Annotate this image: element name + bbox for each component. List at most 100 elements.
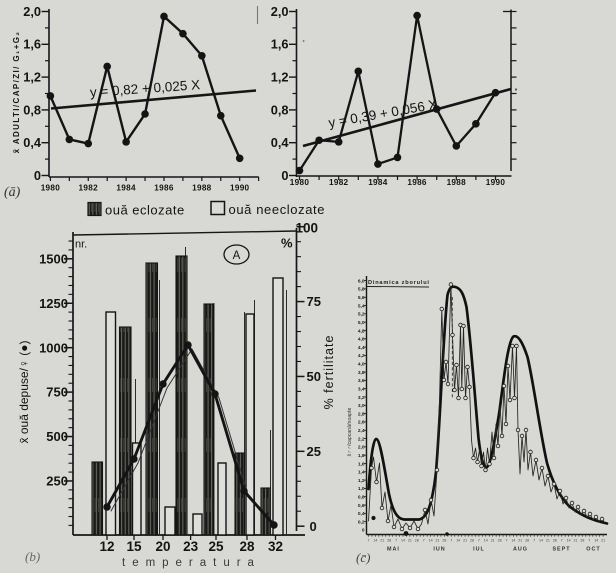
svg-text:100: 100 [296, 221, 319, 236]
svg-text:750: 750 [46, 385, 68, 400]
svg-text:2,8: 2,8 [358, 411, 365, 417]
svg-text:x̄ ADULTI/CAP/ZI/ G₁+G₂: x̄ ADULTI/CAP/ZI/ G₁+G₂ [12, 31, 21, 154]
svg-text:SEPT: SEPT [552, 547, 570, 553]
svg-text:A: A [233, 250, 241, 262]
svg-text:500: 500 [46, 429, 68, 444]
svg-text:1988: 1988 [192, 184, 212, 193]
svg-text:28: 28 [580, 539, 584, 543]
svg-text:1,6: 1,6 [271, 37, 289, 52]
svg-text:20: 20 [155, 539, 170, 554]
svg-text:3,8: 3,8 [358, 370, 365, 376]
svg-text:1,2: 1,2 [23, 70, 41, 85]
svg-text:2,4: 2,4 [358, 428, 365, 434]
svg-text:2,2: 2,2 [358, 436, 365, 442]
svg-text:OCT: OCT [586, 547, 600, 553]
svg-text:ouă neeclozate: ouă neeclozate [229, 202, 326, 217]
svg-text:25: 25 [208, 539, 224, 554]
svg-text:5,8: 5,8 [358, 287, 365, 293]
svg-text:28: 28 [525, 539, 529, 543]
svg-text:0,4: 0,4 [23, 135, 42, 150]
svg-text:28: 28 [470, 539, 474, 543]
svg-text:14: 14 [511, 539, 515, 543]
svg-text:6,0: 6,0 [358, 278, 365, 284]
svg-text:21: 21 [436, 539, 440, 543]
svg-text:0: 0 [34, 168, 41, 183]
svg-text:MAI: MAI [387, 547, 400, 553]
svg-text:0: 0 [362, 528, 365, 534]
svg-text:14: 14 [539, 539, 543, 543]
svg-text:%: % [281, 236, 293, 251]
svg-text:1000: 1000 [39, 340, 68, 355]
svg-text:3,4: 3,4 [358, 386, 365, 392]
svg-text:21: 21 [601, 539, 605, 543]
svg-text:0,8: 0,8 [358, 495, 365, 501]
svg-text:50: 50 [307, 369, 321, 384]
svg-text:25: 25 [307, 444, 321, 459]
svg-text:% fertilitate: % fertilitate [322, 335, 336, 410]
svg-text:12: 12 [99, 539, 114, 554]
svg-text:1,2: 1,2 [271, 70, 289, 85]
svg-text:x̄ ouă depuse/♀ (●): x̄ ouă depuse/♀ (●) [17, 341, 31, 444]
svg-text:7: 7 [423, 539, 425, 543]
svg-text:3,6: 3,6 [358, 378, 365, 384]
svg-text:0: 0 [310, 519, 317, 534]
svg-text:14: 14 [484, 539, 488, 543]
svg-text:x̄♂♂/capcană/noapte: x̄♂♂/capcană/noapte [347, 408, 353, 457]
svg-text:ouă eclozate: ouă eclozate [105, 203, 185, 218]
svg-text:1990: 1990 [486, 178, 506, 187]
svg-text:250: 250 [46, 474, 68, 489]
svg-text:1250: 1250 [39, 296, 68, 311]
svg-text:1,0: 1,0 [358, 486, 365, 492]
svg-text:IUN: IUN [433, 547, 445, 553]
svg-text:7: 7 [395, 539, 397, 543]
svg-text:7: 7 [368, 539, 370, 543]
svg-text:28: 28 [415, 539, 419, 543]
svg-text:2,6: 2,6 [358, 420, 365, 426]
svg-text:21: 21 [574, 539, 578, 543]
svg-text:4,6: 4,6 [358, 337, 365, 343]
svg-text:7: 7 [561, 539, 563, 543]
svg-text:7: 7 [450, 539, 452, 543]
svg-text:1986: 1986 [407, 178, 427, 187]
svg-text:4,0: 4,0 [358, 362, 365, 368]
svg-text:14: 14 [594, 539, 598, 543]
svg-text:23: 23 [183, 539, 199, 554]
svg-text:14: 14 [401, 539, 405, 543]
svg-text:(c̄): (c̄) [356, 550, 370, 565]
svg-text:21: 21 [408, 539, 412, 543]
svg-text:2,0: 2,0 [23, 4, 41, 19]
svg-text:0,4: 0,4 [271, 135, 290, 150]
svg-text:4,2: 4,2 [358, 353, 365, 359]
svg-text:1,4: 1,4 [358, 470, 365, 476]
svg-text:5,6: 5,6 [358, 295, 365, 301]
svg-text:0: 0 [281, 168, 288, 183]
svg-text:1,6: 1,6 [23, 37, 41, 52]
svg-text:1984: 1984 [116, 184, 136, 193]
svg-text:1,2: 1,2 [358, 478, 365, 484]
svg-text:1980: 1980 [290, 178, 310, 187]
svg-text:5,4: 5,4 [358, 303, 365, 309]
svg-text:32: 32 [268, 539, 283, 554]
svg-text:1984: 1984 [368, 178, 388, 187]
svg-text:0,8: 0,8 [23, 102, 41, 117]
svg-text:7: 7 [506, 539, 508, 543]
svg-text:1982: 1982 [329, 178, 349, 187]
svg-text:2,0: 2,0 [358, 445, 365, 451]
svg-text:4,4: 4,4 [358, 345, 365, 351]
svg-text:2,0: 2,0 [271, 4, 289, 19]
svg-text:0,6: 0,6 [358, 503, 365, 509]
svg-text:14: 14 [373, 539, 377, 543]
svg-text:28: 28 [553, 539, 557, 543]
svg-text:7: 7 [533, 539, 535, 543]
svg-text:IUL: IUL [473, 547, 485, 553]
svg-text:0,4: 0,4 [358, 511, 365, 517]
svg-text:1990: 1990 [230, 184, 250, 193]
svg-text:5,2: 5,2 [358, 312, 365, 318]
svg-text:21: 21 [546, 539, 550, 543]
svg-text:21: 21 [463, 539, 467, 543]
svg-text:3,2: 3,2 [358, 395, 365, 401]
svg-text:14: 14 [429, 539, 433, 543]
svg-text:7: 7 [478, 539, 480, 543]
svg-text:1986: 1986 [154, 184, 174, 193]
svg-text:nr.: nr. [75, 239, 87, 251]
